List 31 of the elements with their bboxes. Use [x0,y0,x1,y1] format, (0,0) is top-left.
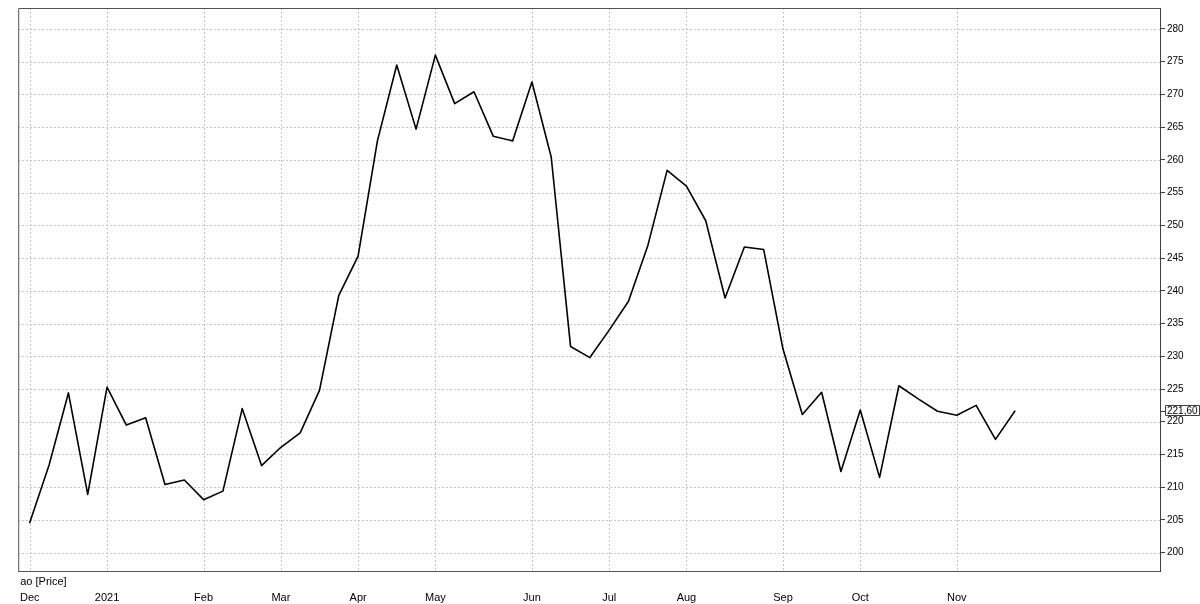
x-tick-label: Apr [349,590,367,603]
x-tick-label: Jun [523,590,541,603]
y-tick-label: 280 [1167,22,1185,34]
y-tick-label: 235 [1167,317,1185,329]
y-tick-label: 260 [1167,153,1185,165]
x-tick-label: May [424,590,447,603]
text: ао [Price] [20,575,67,588]
x-tick-label: Jul [602,590,617,603]
x-tick-label: Feb [194,590,214,603]
y-tick-label: 270 [1167,88,1185,100]
y-tick-label: 225 [1167,382,1185,394]
x-tick-label: 2021 [94,590,120,603]
y-tick-label: 200 [1167,546,1185,558]
y-tick-label: 210 [1167,480,1185,492]
y-tick-label: 265 [1167,120,1185,132]
x-tick-label: Nov [947,590,968,603]
y-tick-label: 220 [1167,415,1185,427]
y-tick-label: 250 [1167,219,1185,231]
x-tick-label: Aug [676,590,697,603]
x-tick-label: Oct [851,590,869,603]
x-tick-label: Mar [271,590,291,603]
y-tick-label: 221,60 [1167,405,1199,417]
x-tick-label: Dec [20,590,41,603]
y-tick-label: 205 [1167,513,1185,525]
y-tick-label: 240 [1167,284,1185,296]
y-tick-label: 245 [1167,251,1185,263]
y-tick-label: 275 [1167,55,1185,67]
y-tick-label: 230 [1167,350,1185,362]
y-tick-label: 215 [1167,448,1185,460]
x-tick-label: Sep [773,590,793,603]
y-tick-label: 255 [1167,186,1185,198]
